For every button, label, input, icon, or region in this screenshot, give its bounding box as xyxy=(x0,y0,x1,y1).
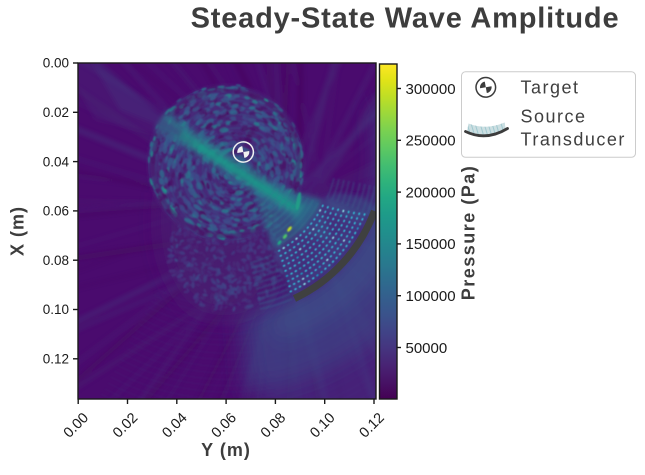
svg-text:0.10: 0.10 xyxy=(43,302,69,317)
svg-text:Transducer: Transducer xyxy=(521,130,626,150)
svg-text:0.08: 0.08 xyxy=(43,253,69,268)
svg-text:50000: 50000 xyxy=(406,340,448,357)
svg-text:Pressure (Pa): Pressure (Pa) xyxy=(459,165,479,301)
svg-text:0.00: 0.00 xyxy=(43,56,69,71)
svg-text:250000: 250000 xyxy=(406,133,456,150)
svg-text:0.12: 0.12 xyxy=(43,352,69,367)
svg-text:Source: Source xyxy=(521,107,587,127)
svg-text:X (m): X (m) xyxy=(8,206,28,256)
svg-text:Target: Target xyxy=(521,78,580,98)
svg-text:Y (m): Y (m) xyxy=(201,440,251,460)
svg-text:150000: 150000 xyxy=(406,236,456,253)
svg-text:0.06: 0.06 xyxy=(43,204,69,219)
svg-text:100000: 100000 xyxy=(406,288,456,305)
svg-text:0.02: 0.02 xyxy=(43,105,69,120)
svg-text:Steady-State Wave Amplitude: Steady-State Wave Amplitude xyxy=(191,3,620,35)
svg-text:300000: 300000 xyxy=(406,81,456,98)
svg-text:200000: 200000 xyxy=(406,184,456,201)
svg-text:0.04: 0.04 xyxy=(43,154,70,169)
